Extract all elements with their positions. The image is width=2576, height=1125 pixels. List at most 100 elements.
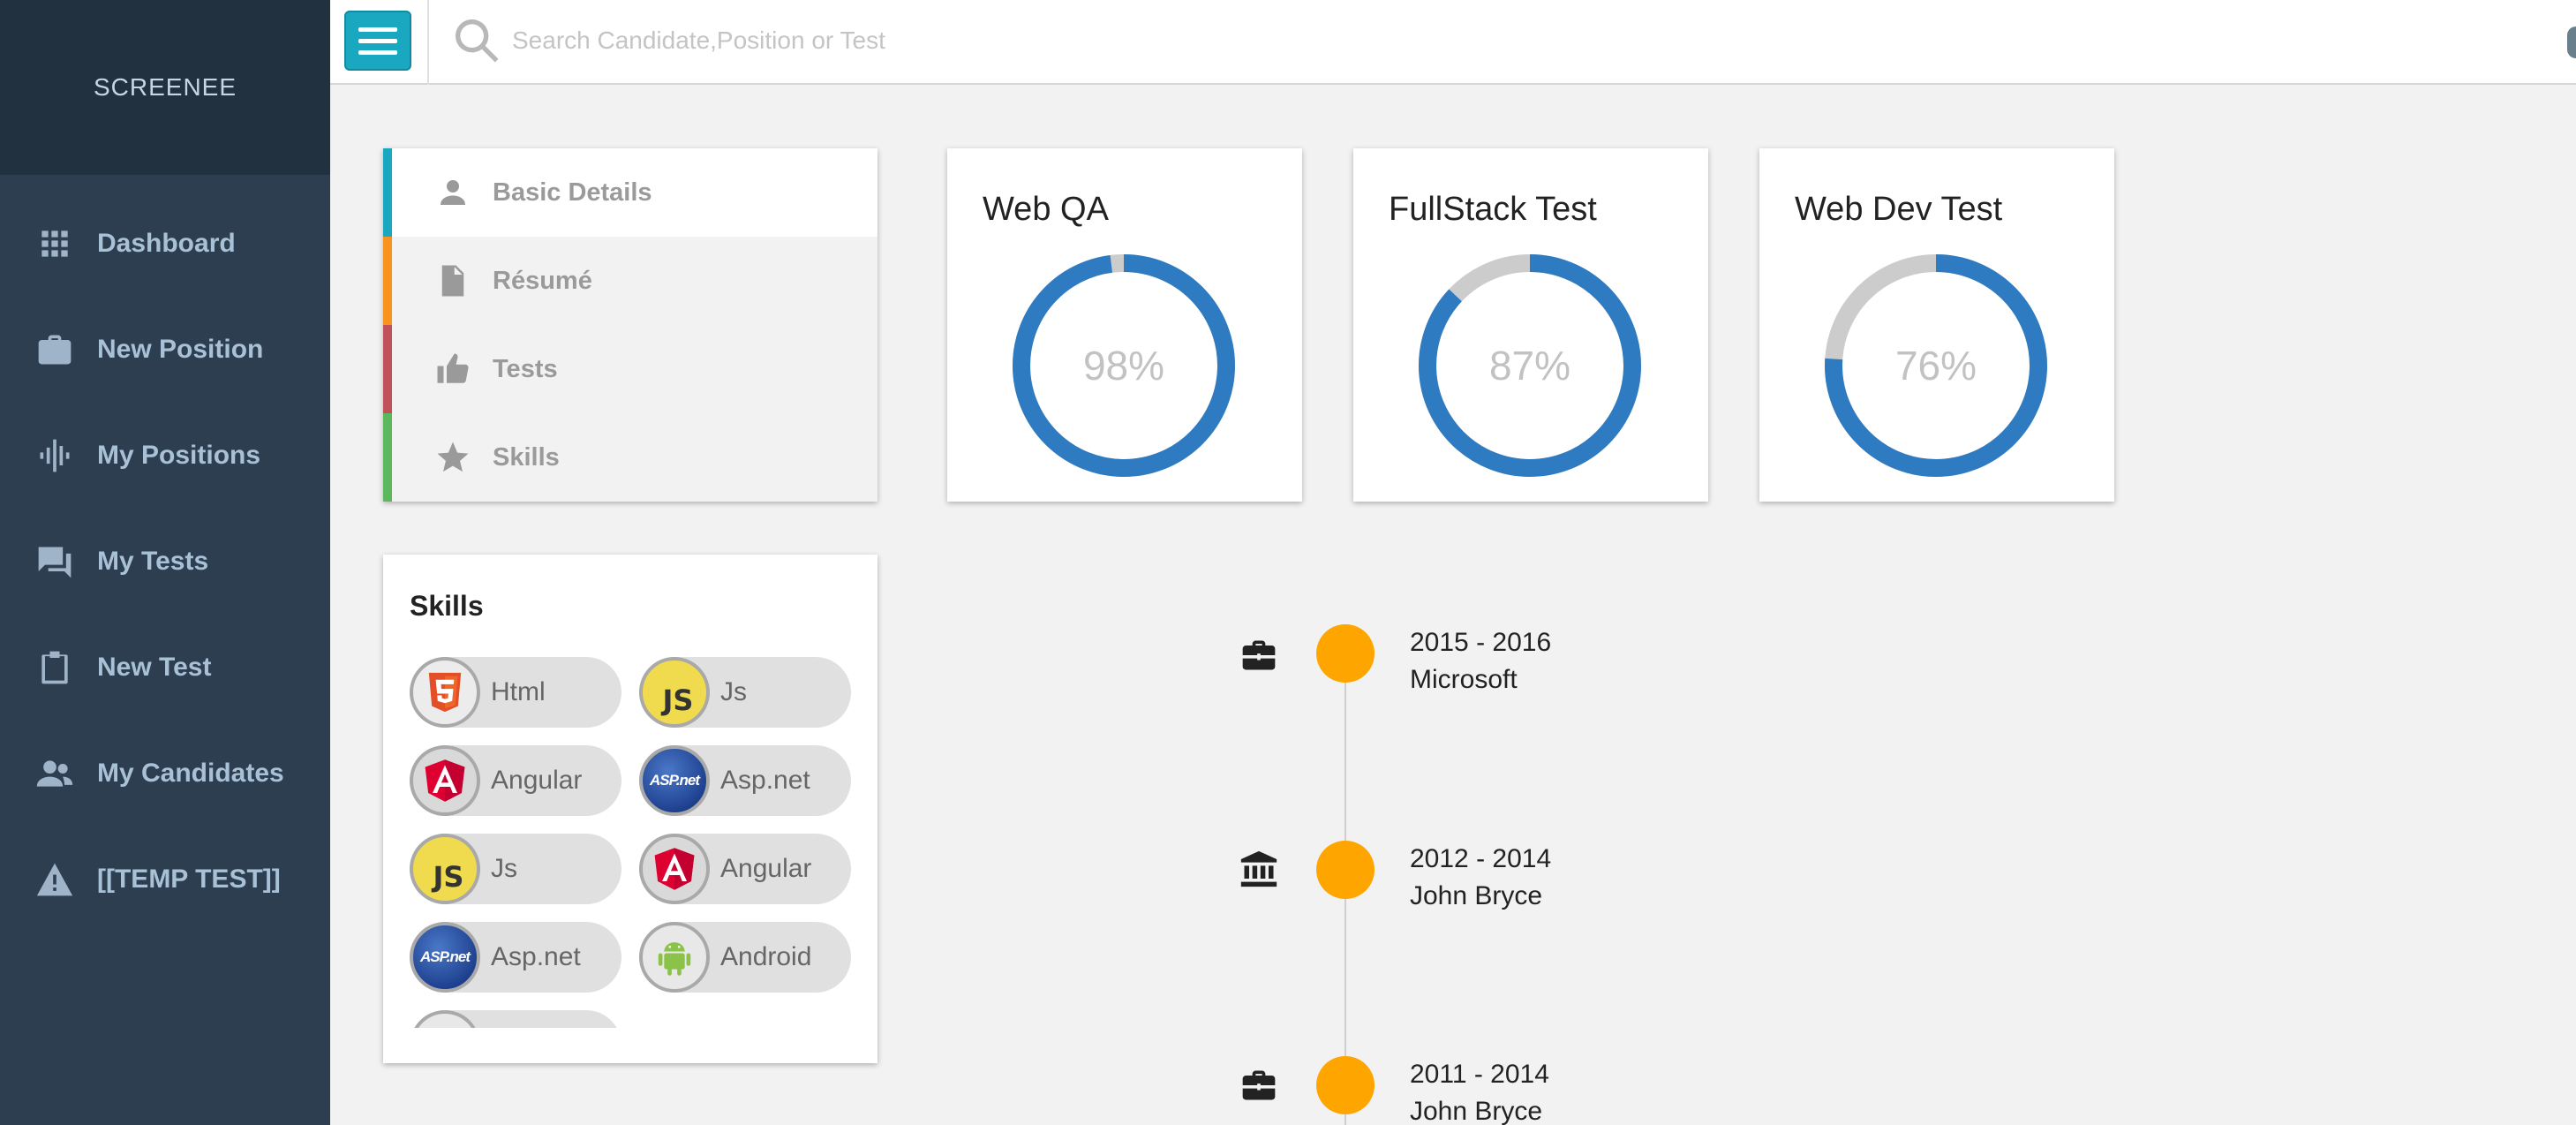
score-title: Web Dev Test bbox=[1795, 191, 2003, 228]
js-icon: JS bbox=[639, 657, 710, 728]
thumbs-up-icon bbox=[433, 349, 473, 389]
sidebar-item-label: New Position bbox=[97, 335, 264, 364]
skill-chip-js[interactable]: JS Js bbox=[639, 657, 851, 728]
timeline-years: 2011 - 2014 bbox=[1410, 1060, 1549, 1089]
skill-name: Angular bbox=[720, 854, 812, 883]
sidebar-item-label: New Test bbox=[97, 653, 212, 682]
score-donut bbox=[1013, 254, 1235, 477]
score-title: FullStack Test bbox=[1389, 191, 1597, 228]
search-input[interactable] bbox=[512, 16, 1748, 65]
donut-fill bbox=[1825, 254, 2047, 477]
sidebar-item-my-candidates[interactable]: My Candidates bbox=[0, 721, 330, 827]
sidebar-item-label: [[TEMP TEST]] bbox=[97, 865, 281, 894]
skill-chip-aspnet[interactable]: ASP.net Asp.net bbox=[639, 745, 851, 816]
people-icon bbox=[35, 754, 74, 793]
skill-chip-aspnet[interactable]: ASP.net Asp.net bbox=[410, 922, 621, 993]
timeline-dot bbox=[1316, 1056, 1375, 1114]
timeline-dot bbox=[1316, 624, 1375, 683]
document-icon bbox=[433, 260, 473, 301]
tab-label: Tests bbox=[493, 354, 558, 383]
score-card-web-dev-test: Web Dev Test 76% bbox=[1759, 148, 2114, 502]
skill-name: Android bbox=[720, 942, 812, 971]
skills-title: Skills bbox=[410, 590, 484, 622]
menu-line bbox=[358, 38, 397, 43]
clipboard-icon bbox=[35, 648, 74, 687]
menu-button[interactable] bbox=[344, 11, 411, 71]
sidebar-item-new-test[interactable]: New Test bbox=[0, 615, 330, 721]
timeline-place: Microsoft bbox=[1410, 665, 1518, 694]
timeline-entry: 2011 - 2014 John Bryce bbox=[1410, 1056, 1549, 1125]
skill-name: Asp.net bbox=[491, 942, 581, 971]
chat-icon bbox=[35, 542, 74, 581]
tab-accent-bar bbox=[383, 148, 392, 237]
timeline-entry: 2015 - 2016 Microsoft bbox=[1410, 624, 1551, 698]
skill-name: Js bbox=[491, 854, 517, 883]
skill-chip-angular[interactable]: Angular bbox=[410, 745, 621, 816]
institution-icon bbox=[1239, 849, 1278, 888]
skill-name: Html bbox=[491, 677, 546, 706]
sidebar-item-new-position[interactable]: New Position bbox=[0, 297, 330, 403]
warning-icon bbox=[35, 860, 74, 899]
js-logo-text: JS bbox=[433, 860, 464, 894]
timeline-years: 2015 - 2016 bbox=[1410, 628, 1552, 657]
tab-tests[interactable]: Tests bbox=[383, 325, 877, 413]
tab-resume[interactable]: Résumé bbox=[383, 237, 877, 325]
tab-label: Basic Details bbox=[493, 177, 652, 207]
donut-fill bbox=[1013, 254, 1235, 477]
score-value: 76% bbox=[1894, 343, 1977, 389]
tab-skills[interactable]: Skills bbox=[383, 413, 877, 502]
skill-chip-html[interactable]: Html bbox=[410, 657, 621, 728]
skill-chip-angular[interactable]: Angular bbox=[639, 834, 851, 904]
timeline-entry: 2012 - 2014 John Bryce bbox=[1410, 841, 1551, 915]
score-card-fullstack-test: FullStack Test 87% bbox=[1353, 148, 1708, 502]
skill-chip-android[interactable]: Android bbox=[639, 922, 851, 993]
brand-logo-text[interactable]: SCREENEE bbox=[0, 0, 330, 175]
timeline-place: John Bryce bbox=[1410, 1097, 1543, 1125]
score-value: 98% bbox=[1082, 343, 1165, 389]
tab-basic-details[interactable]: Basic Details bbox=[383, 148, 877, 237]
timeline-place: John Bryce bbox=[1410, 881, 1543, 910]
score-title: Web QA bbox=[983, 191, 1109, 228]
html5-icon bbox=[410, 657, 480, 728]
android-icon bbox=[410, 1010, 480, 1028]
person-icon bbox=[433, 172, 473, 213]
menu-line bbox=[358, 26, 397, 32]
tab-label: Skills bbox=[493, 442, 560, 472]
briefcase-icon bbox=[35, 330, 74, 369]
angular-icon bbox=[639, 834, 710, 904]
briefcase-icon bbox=[1239, 1066, 1278, 1105]
sidebar-item-label: Dashboard bbox=[97, 229, 236, 258]
profile-tabs: Basic Details Résumé Tests Skills bbox=[383, 148, 877, 502]
score-donut bbox=[1419, 254, 1641, 477]
score-value: 87% bbox=[1488, 343, 1571, 389]
skills-list[interactable]: Html JS Js Angular ASP.net Asp.net JS Js… bbox=[410, 657, 860, 1028]
sidebar-item-my-positions[interactable]: My Positions bbox=[0, 403, 330, 509]
avatar[interactable] bbox=[2567, 26, 2576, 58]
aspnet-icon: ASP.net bbox=[639, 745, 710, 816]
sidebar-item-dashboard[interactable]: Dashboard bbox=[0, 191, 330, 297]
sidebar-nav: Dashboard New Position My Positions My T… bbox=[0, 175, 330, 932]
waveform-icon bbox=[35, 436, 74, 475]
tab-accent-bar bbox=[383, 413, 392, 502]
aspnet-logo-text: ASP.net bbox=[650, 772, 700, 789]
sidebar-item-temp-test[interactable]: [[TEMP TEST]] bbox=[0, 827, 330, 932]
star-icon bbox=[433, 437, 473, 478]
skill-name: Js bbox=[720, 677, 747, 706]
sidebar-item-label: My Tests bbox=[97, 547, 209, 576]
js-icon: JS bbox=[410, 834, 480, 904]
skill-chip-js[interactable]: JS Js bbox=[410, 834, 621, 904]
briefcase-icon bbox=[1239, 636, 1278, 675]
score-card-web-qa: Web QA 98% bbox=[947, 148, 1302, 502]
tab-accent-bar bbox=[383, 237, 392, 325]
aspnet-icon: ASP.net bbox=[410, 922, 480, 993]
skill-chip-partial[interactable] bbox=[410, 1010, 621, 1028]
sidebar-item-label: My Candidates bbox=[97, 759, 284, 788]
sidebar-item-my-tests[interactable]: My Tests bbox=[0, 509, 330, 615]
donut-fill bbox=[1419, 254, 1641, 477]
top-bar bbox=[330, 0, 2576, 85]
timeline-dot bbox=[1316, 841, 1375, 899]
tab-accent-bar bbox=[383, 325, 392, 413]
menu-line bbox=[358, 49, 397, 55]
skill-name: Asp.net bbox=[720, 766, 810, 795]
sidebar-item-label: My Positions bbox=[97, 441, 261, 470]
